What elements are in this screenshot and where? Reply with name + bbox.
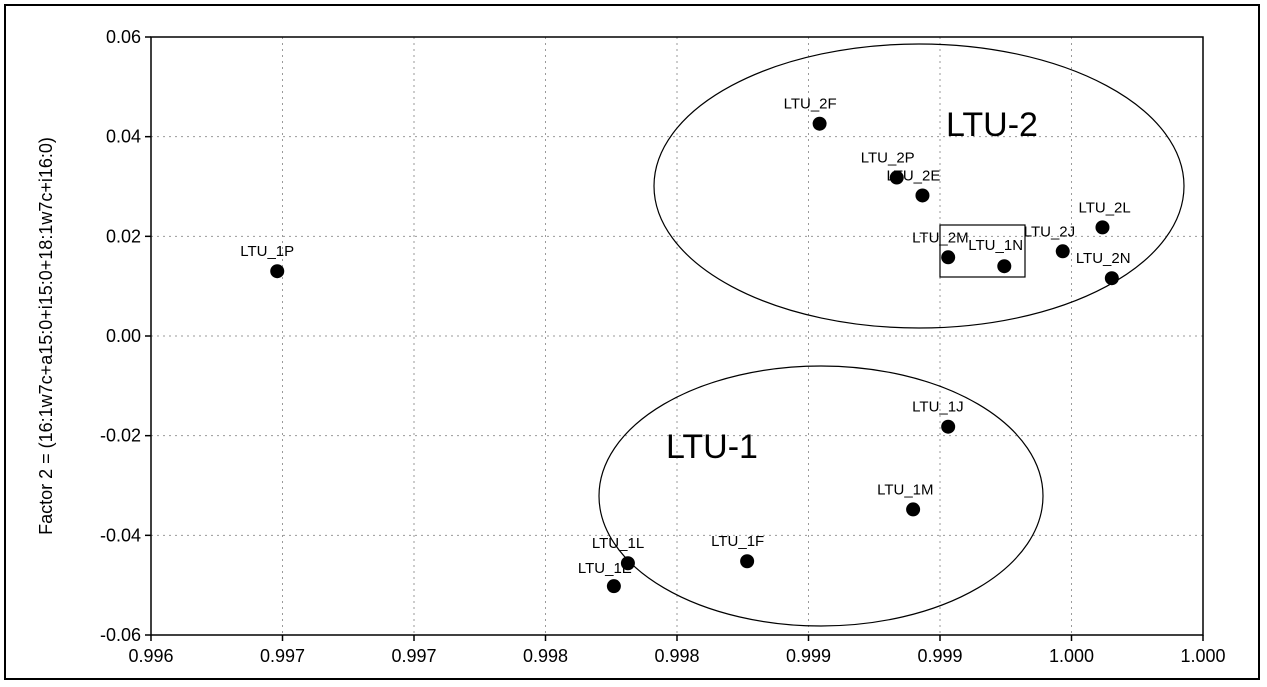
grid [151,37,1203,635]
data-point-label: LTU_1N [968,237,1023,254]
data-point [1104,271,1119,286]
x-tick-label: 0.996 [128,646,173,666]
data-point-label: LTU_2E [886,167,940,184]
x-tick-label: 1.000 [1049,646,1094,666]
data-point [620,556,635,571]
data-point-label: LTU_1F [711,533,764,550]
highlight-box [939,224,1026,278]
y-axis-label: Factor 2 = (16:1w7c+a15:0+i15:0+18:1w7c+… [36,137,56,535]
data-point [997,259,1012,274]
data-point [915,188,930,203]
y-tick-label: -0.06 [100,625,141,645]
y-tick-label: 0.02 [106,226,141,246]
data-point-label: LTU_2M [912,229,968,246]
data-point-label: LTU_1E [578,560,632,577]
data-point-label: LTU_1L [592,535,644,552]
data-point-label: LTU_2F [784,96,837,113]
x-tick-label: 1.000 [1180,646,1225,666]
group-label: LTU-1 [666,428,758,466]
data-point-label: LTU_1J [912,399,963,416]
y-tick-label: 0.06 [106,27,141,47]
data-point-label: LTU_1M [877,481,933,498]
y-axis-ticks: 0.06 0.04 0.02 0.00 -0.02 -0.04 -0.06 [100,27,151,645]
data-point [740,554,755,569]
y-tick-label: -0.04 [100,525,141,545]
data-point-label: LTU_1P [240,243,294,260]
data-point [606,579,621,594]
y-tick-label: -0.02 [100,426,141,446]
x-tick-label: 0.998 [654,646,699,666]
data-point [941,250,956,265]
data-point [889,170,904,185]
group-ellipses: LTU-2 LTU-1 [598,43,1185,627]
data-point [941,419,956,434]
chart-frame: 0.06 0.04 0.02 0.00 -0.02 -0.04 -0.06 0.996 0.9… [4,4,1260,680]
data-point-label: LTU_2N [1076,250,1131,267]
x-tick-label: 0.997 [391,646,436,666]
data-point [270,264,285,279]
x-axis-ticks: 0.996 0.997 0.997 0.998 0.998 0.999 0.999 1.000… [128,635,1226,666]
data-point-label: LTU_2P [861,150,915,167]
x-tick-label: 0.997 [260,646,305,666]
y-tick-label: 0.00 [106,326,141,346]
scatter-chart: 0.060.040.020.00-0.02-0.04-0.06 0.996 0.9… [36,27,1226,666]
group-ellipse [598,365,1044,627]
y-tick-label: 0.04 [106,127,141,147]
data-point [906,502,921,517]
data-point-label: LTU_2J [1024,223,1075,240]
data-point [1055,244,1070,259]
data-point-label: LTU_2L [1078,199,1130,216]
group-ellipse [653,43,1185,329]
data-point [1095,220,1110,235]
group-label: LTU-2 [946,106,1038,144]
x-tick-label: 0.999 [786,646,831,666]
x-tick-label: 0.998 [523,646,568,666]
x-tick-label: 0.999 [917,646,962,666]
data-point [812,116,827,131]
